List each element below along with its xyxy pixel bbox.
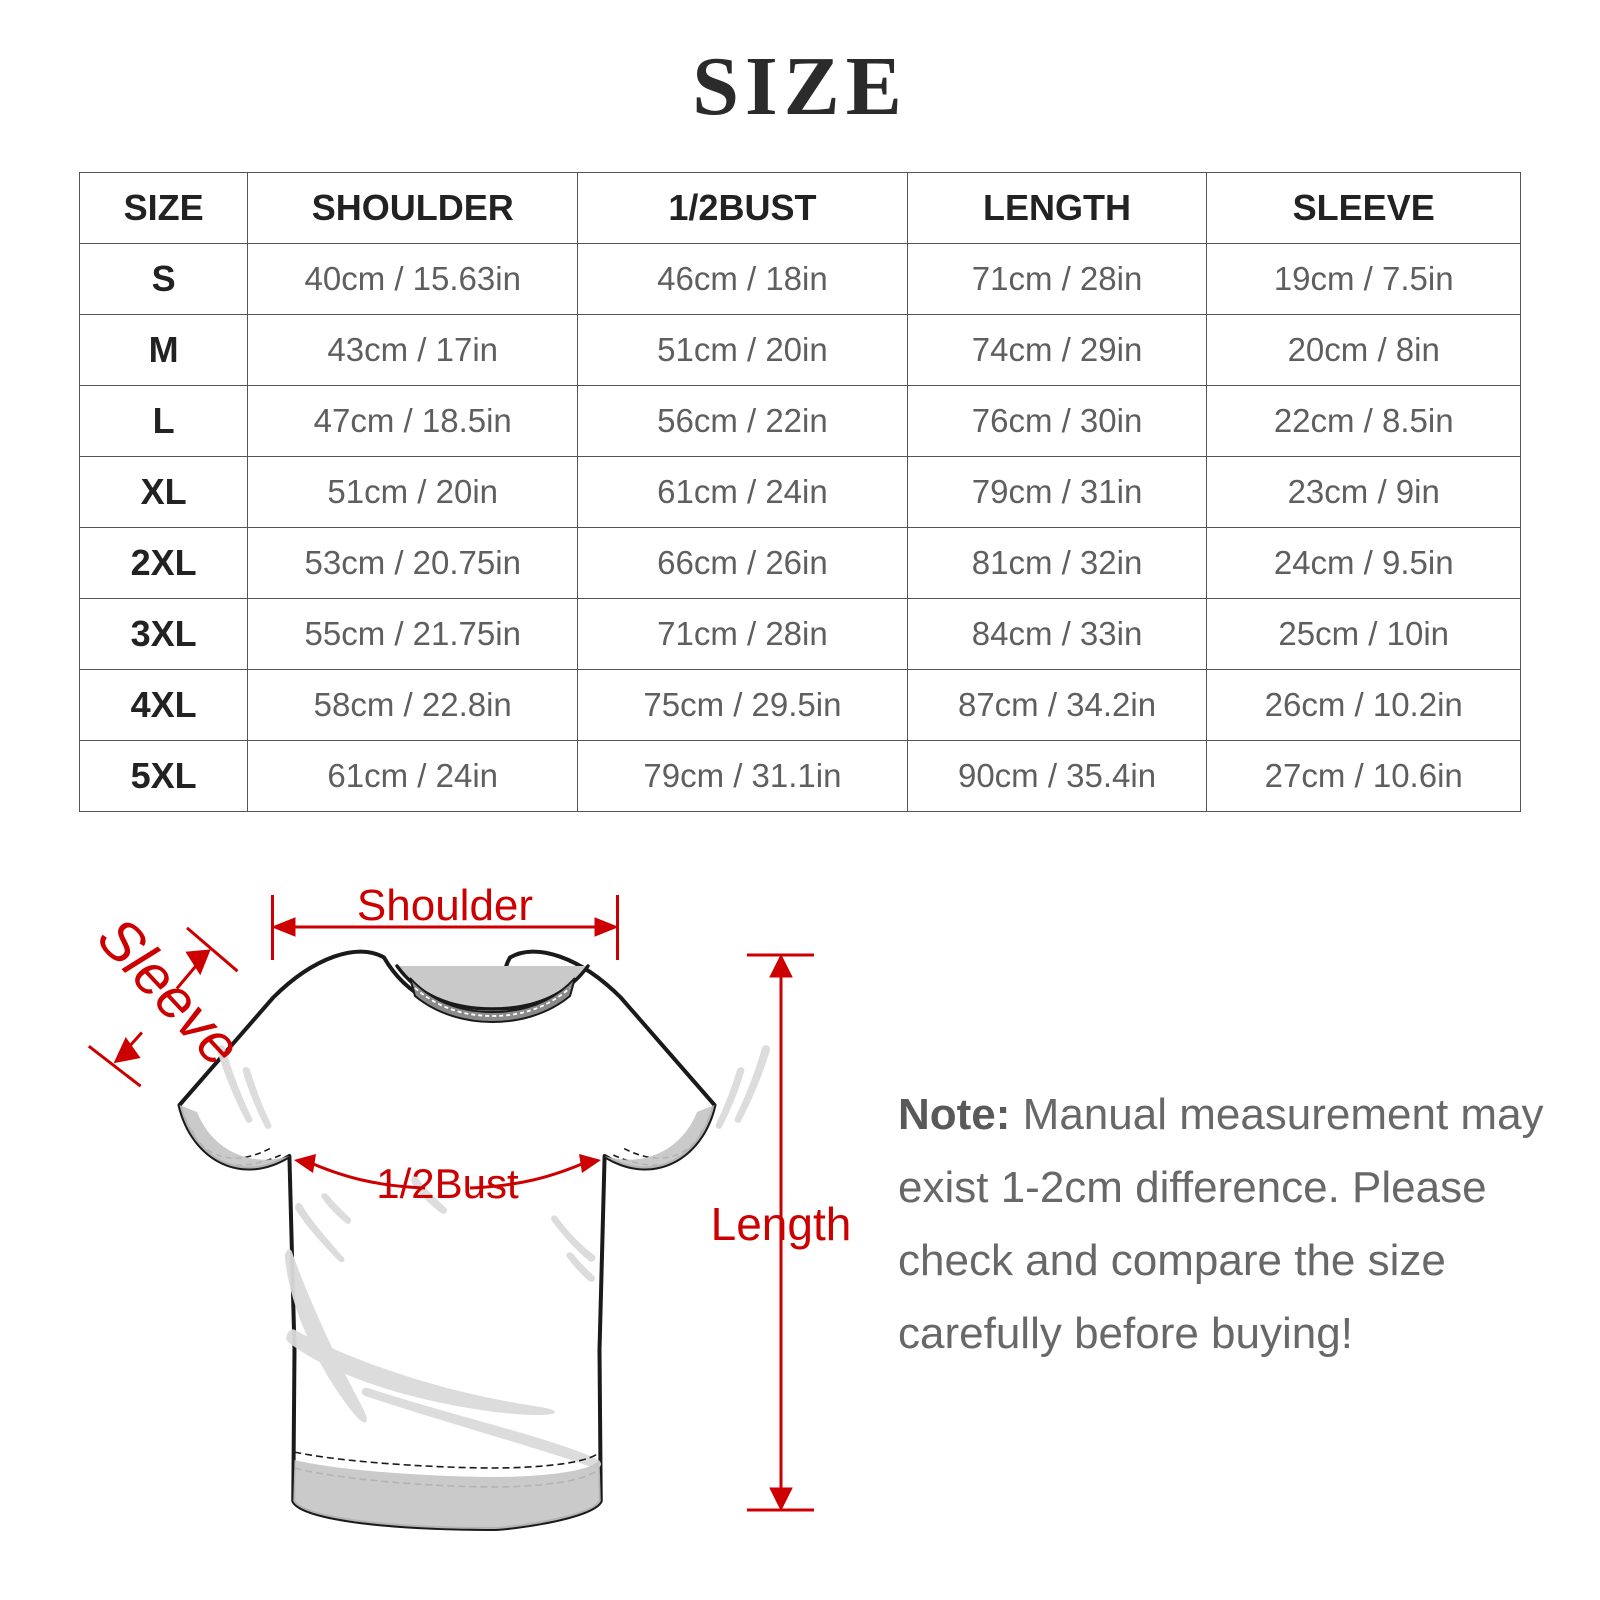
svg-text:1/2Bust: 1/2Bust <box>376 1160 519 1207</box>
svg-text:Sleeve: Sleeve <box>85 905 253 1079</box>
svg-text:Shoulder: Shoulder <box>357 881 533 930</box>
svg-text:Length: Length <box>711 1198 852 1250</box>
